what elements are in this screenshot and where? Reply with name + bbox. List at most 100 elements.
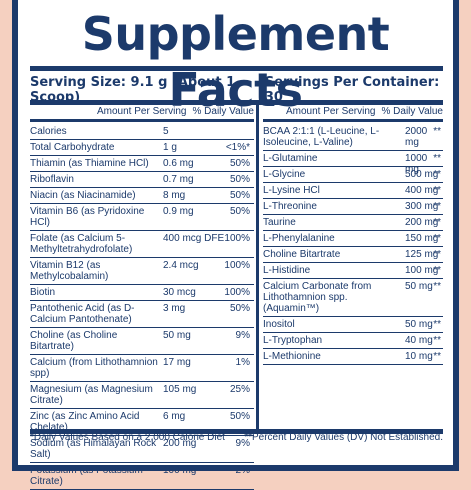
nutrient-row: Niacin (as Niacinamide) 8 mg 50% <box>30 188 254 204</box>
nutrient-row: L-Tryptophan 40 mg ** <box>263 333 443 349</box>
nutrient-row: BCAA 2:1:1 (L-Leucine, L-Isoleucine, L-V… <box>263 124 443 151</box>
nutrient-name: Choline Bitartrate <box>263 249 341 260</box>
nutrient-row: L-Lysine HCl 400 mg ** <box>263 183 443 199</box>
nutrient-name: Calcium Carbonate from Lithothamnion spp… <box>263 281 372 314</box>
nutrient-amount: 50 mg <box>163 330 191 341</box>
nutrient-name: Calcium (from Lithothamnion spp) <box>30 357 158 379</box>
nutrient-name: Thiamin (as Thiamine HCl) <box>30 158 149 169</box>
nutrient-name: Taurine <box>263 217 296 228</box>
nutrient-dv: ** <box>433 201 441 212</box>
nutrient-name: L-Glutamine <box>263 153 318 164</box>
nutrient-name: Vitamin B12 (as Methylcobalamin) <box>30 260 109 282</box>
nutrient-row: L-Threonine 300 mg ** <box>263 199 443 215</box>
nutrient-amount: 0.7 mg <box>163 174 194 185</box>
nutrient-dv: ** <box>433 233 441 244</box>
nutrient-amount: 6 mg <box>163 411 186 422</box>
nutrient-row: Choline (as Choline Bitartrate) 50 mg 9% <box>30 328 254 355</box>
nutrient-amount: 8 mg <box>163 190 186 201</box>
nutrient-name: BCAA 2:1:1 (L-Leucine, L-Isoleucine, L-V… <box>263 126 380 148</box>
nutrient-name: Folate (as Calcium 5-Methyltetrahydrofol… <box>30 233 133 255</box>
nutrient-amount: 200 mg <box>163 438 197 449</box>
supplement-facts-panel: Supplement Facts Serving Size: 9.1 g (Ab… <box>12 0 459 490</box>
nutrient-row: Folate (as Calcium 5-Methyltetrahydrofol… <box>30 231 254 258</box>
nutrient-amount: 400 mg <box>405 185 439 196</box>
nutrient-amount: 125 mg <box>405 249 439 260</box>
nutrient-dv: 50% <box>229 303 250 314</box>
nutrient-dv: ** <box>433 281 441 292</box>
nutrient-amount: 100 mg <box>405 265 439 276</box>
nutrient-dv: <1%* <box>225 142 250 153</box>
nutrient-row: L-Glycine 500 mg ** <box>263 167 443 183</box>
nutrient-amount: 40 mg <box>405 335 433 346</box>
nutrient-row: Riboflavin 0.7 mg 50% <box>30 172 254 188</box>
nutrient-amount: 10 mg <box>405 351 433 362</box>
nutrient-amount: 1 g <box>163 142 177 153</box>
nutrient-amount: 2.4 mcg <box>163 260 199 271</box>
nutrient-name: Potassium (as Potassium Citrate) <box>30 465 143 487</box>
nutrient-row: Magnesium (as Magnesium Citrate) 105 mg 25… <box>30 382 254 409</box>
nutrient-dv: ** <box>433 217 441 228</box>
nutrient-row: Calcium Carbonate from Lithothamnion spp… <box>263 279 443 317</box>
nutrient-name: Total Carbohydrate <box>30 142 115 153</box>
nutrient-dv: ** <box>433 185 441 196</box>
nutrient-dv: 9% <box>235 438 250 449</box>
amount-header: Amount Per Serving <box>96 106 187 117</box>
nutrient-amount: 50 mg <box>405 319 433 330</box>
right-table: Amount Per Serving % Daily Value BCAA 2:… <box>256 105 443 429</box>
left-table: Amount Per Serving % Daily Value Calorie… <box>30 105 254 490</box>
nutrient-amount: 150 mg <box>405 233 439 244</box>
nutrient-name: L-Tryptophan <box>263 335 323 346</box>
nutrient-amount: 500 mg <box>405 169 439 180</box>
nutrient-amount: 400 mcg DFE <box>163 233 225 244</box>
nutrient-row: L-Methionine 10 mg ** <box>263 349 443 365</box>
nutrient-dv: ** <box>433 126 441 137</box>
nutrient-dv: 25% <box>229 384 250 395</box>
nutrient-name: Inositol <box>263 319 295 330</box>
nutrient-name: Magnesium (as Magnesium Citrate) <box>30 384 153 406</box>
nutrient-row: L-Phenylalanine 150 mg ** <box>263 231 443 247</box>
nutrient-name: Biotin <box>30 287 56 298</box>
right-column-header: Amount Per Serving % Daily Value <box>263 105 443 122</box>
nutrient-row: Zinc (as Zinc Amino Acid Chelate) 6 mg 50% <box>30 409 254 436</box>
nutrient-amount: 3 mg <box>163 303 186 314</box>
footnote-dv-not-established: **Percent Daily Values (DV) Not Establis… <box>244 432 443 443</box>
nutrient-name: Choline (as Choline Bitartrate) <box>30 330 118 352</box>
nutrient-row: Vitamin B12 (as Methylcobalamin) 2.4 mcg 1… <box>30 258 254 285</box>
nutrient-amount: 5 <box>163 126 169 137</box>
nutrient-row: Calories 5 <box>30 124 254 140</box>
nutrient-dv: ** <box>433 153 441 164</box>
nutrient-row: Thiamin (as Thiamine HCl) 0.6 mg 50% <box>30 156 254 172</box>
nutrient-amount: 0.6 mg <box>163 158 194 169</box>
nutrient-amount: 200 mg <box>405 217 439 228</box>
nutrient-tables: Amount Per Serving % Daily Value Calorie… <box>30 100 443 490</box>
nutrient-amount: 0.9 mg <box>163 206 194 217</box>
nutrient-amount: 50 mg <box>405 281 433 292</box>
nutrient-name: Sodium (as Himalayan Rock Salt) <box>30 438 157 460</box>
nutrient-dv: 50% <box>229 206 250 217</box>
nutrient-name: L-Phenylalanine <box>263 233 335 244</box>
nutrient-row: Pantothenic Acid (as D-Calcium Pantothen… <box>30 301 254 328</box>
nutrient-amount: 2000 mg <box>405 126 428 148</box>
nutrient-dv: 50% <box>229 174 250 185</box>
nutrient-name: L-Lysine HCl <box>263 185 320 196</box>
nutrient-dv: 9% <box>235 330 250 341</box>
nutrient-dv: 100% <box>224 233 250 244</box>
nutrient-name: Niacin (as Niacinamide) <box>30 190 136 201</box>
nutrient-name: Riboflavin <box>30 174 74 185</box>
nutrient-amount: 30 mcg <box>163 287 196 298</box>
dv-header: % Daily Value <box>381 106 443 117</box>
nutrient-row: Total Carbohydrate 1 g <1%* <box>30 140 254 156</box>
nutrient-row: Calcium (from Lithothamnion spp) 17 mg 1% <box>30 355 254 382</box>
nutrient-row: Taurine 200 mg ** <box>263 215 443 231</box>
footnote-daily-values: *Daily Values Based on a 2,000 Calorie D… <box>30 432 225 443</box>
nutrient-row: L-Glutamine 1000 mg ** <box>263 151 443 175</box>
nutrient-row: Vitamin B6 (as Pyridoxine HCl) 0.9 mg 50% <box>30 204 254 231</box>
nutrient-name: Zinc (as Zinc Amino Acid Chelate) <box>30 411 140 433</box>
nutrient-dv: 50% <box>229 411 250 422</box>
nutrient-amount: 17 mg <box>163 357 191 368</box>
nutrient-dv: 50% <box>229 158 250 169</box>
nutrient-name: L-Threonine <box>263 201 317 212</box>
nutrient-dv: ** <box>433 351 441 362</box>
nutrient-amount: 105 mg <box>163 384 197 395</box>
nutrient-dv: ** <box>433 249 441 260</box>
